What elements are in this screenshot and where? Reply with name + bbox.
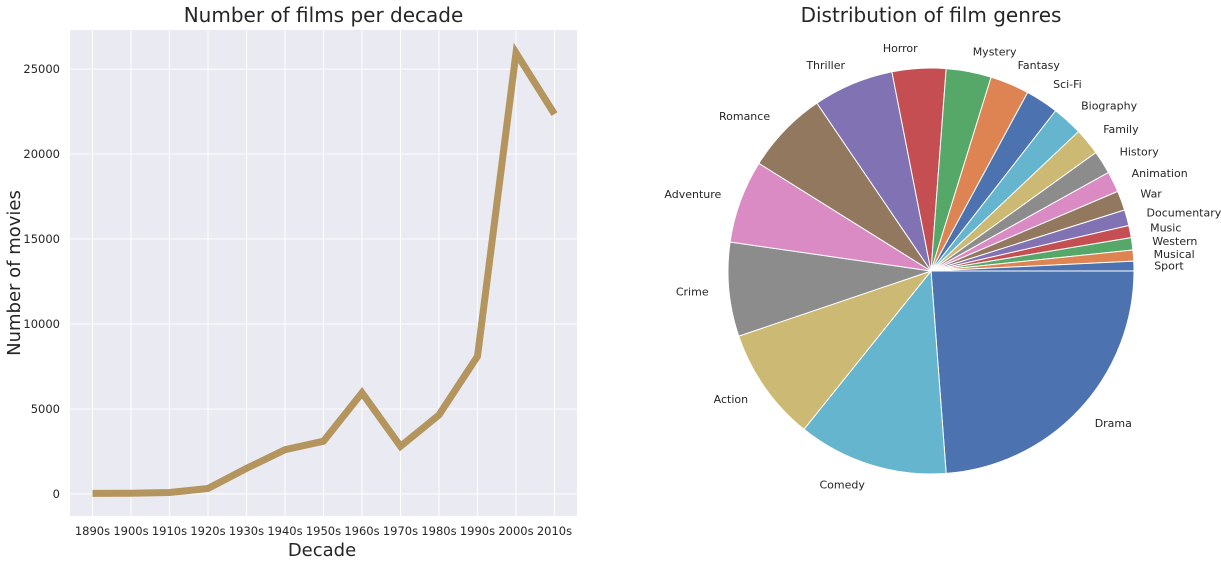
- pie-label-western: Western: [1152, 235, 1197, 248]
- pie-label-thriller: Thriller: [805, 59, 845, 72]
- series-line: [92, 42, 558, 497]
- gridlines: [70, 30, 577, 516]
- pie-label-documentary: Documentary: [1147, 206, 1221, 219]
- line-chart-title: Number of films per decade: [184, 3, 464, 27]
- x-tick-label: 2000s: [498, 524, 533, 538]
- pie-slice-action: [738, 270, 932, 430]
- pie-label-horror: Horror: [883, 42, 918, 55]
- x-tick-label: 1920s: [190, 524, 225, 538]
- y-axis-label: Number of movies: [4, 190, 25, 356]
- y-tick-label: 5000: [31, 402, 60, 416]
- x-tick-label: 1970s: [383, 524, 418, 538]
- pie-label-war: War: [1140, 188, 1162, 201]
- pie-label-family: Family: [1103, 123, 1139, 136]
- pie-slices: [727, 67, 1135, 475]
- y-tick-label: 10000: [23, 317, 60, 331]
- pie-label-fantasy: Fantasy: [1018, 59, 1061, 72]
- x-tick-label: 1910s: [152, 524, 187, 538]
- pie-labels: Drama Comedy Action Crime Adventure Romance Th…: [664, 42, 1221, 491]
- pie-label-romance: Romance: [719, 110, 770, 123]
- pie-slice-sport: [930, 260, 1135, 272]
- y-tick-label: 0: [53, 487, 60, 501]
- pie-label-mystery: Mystery: [973, 46, 1017, 59]
- pie-chart: Distribution of film genres Drama Comedy A…: [664, 3, 1221, 491]
- x-tick-label: 1960s: [344, 524, 379, 538]
- pie-label-action: Action: [714, 393, 748, 406]
- x-tick-label: 1930s: [229, 524, 264, 538]
- pie-label-sport: Sport: [1154, 260, 1184, 273]
- line-chart: 0 5000 10000 15000 20000 25000 1890s 1900s 1910…: [4, 3, 577, 561]
- x-axis-label: Decade: [288, 540, 356, 561]
- series-group: [92, 42, 558, 497]
- y-tick-label: 15000: [23, 232, 60, 246]
- y-tick-label: 20000: [23, 147, 60, 161]
- pie-label-music: Music: [1150, 222, 1181, 235]
- x-tick-label: 1940s: [267, 524, 302, 538]
- pie-label-sci-fi: Sci-Fi: [1053, 78, 1082, 91]
- x-tick-labels: 1890s 1900s 1910s 1920s 1930s 1940s 1950s 1960s…: [75, 524, 572, 538]
- pie-label-biography: Biography: [1081, 100, 1138, 113]
- pie-label-crime: Crime: [676, 285, 709, 298]
- x-tick-label: 1990s: [460, 524, 495, 538]
- x-tick-label: 1890s: [75, 524, 110, 538]
- pie-label-history: History: [1120, 146, 1160, 159]
- pie-label-musical: Musical: [1154, 248, 1195, 261]
- x-tick-label: 1950s: [306, 524, 341, 538]
- pie-slice-drama: [930, 270, 1135, 474]
- pie-label-comedy: Comedy: [820, 478, 866, 491]
- pie-label-drama: Drama: [1095, 417, 1132, 430]
- y-tick-label: 25000: [23, 62, 60, 76]
- x-tick-label: 2010s: [537, 524, 572, 538]
- x-tick-label: 1980s: [421, 524, 456, 538]
- x-tick-label: 1900s: [113, 524, 148, 538]
- pie-slice-comedy: [803, 270, 947, 475]
- pie-chart-title: Distribution of film genres: [801, 3, 1062, 27]
- y-tick-labels: 0 5000 10000 15000 20000 25000: [23, 62, 60, 501]
- pie-label-animation: Animation: [1132, 167, 1188, 180]
- pie-label-adventure: Adventure: [664, 188, 721, 201]
- pie-slice-crime: [727, 241, 932, 337]
